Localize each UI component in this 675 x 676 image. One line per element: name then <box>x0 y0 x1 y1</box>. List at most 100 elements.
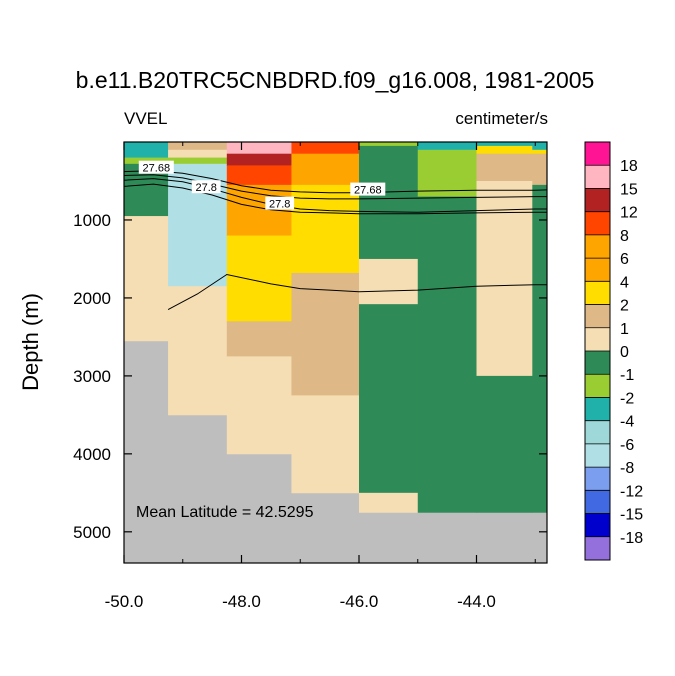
heatmap-cell <box>476 142 533 147</box>
heatmap-cell <box>168 142 228 151</box>
colorbar-swatch <box>585 513 610 538</box>
heatmap-cell <box>291 184 360 274</box>
contour-labels: 27.68 27.8 27.8 27.68 <box>138 160 386 211</box>
heatmap-cell <box>417 196 477 513</box>
x-tick-label: -44.0 <box>457 592 496 611</box>
heatmap-cell <box>291 142 360 155</box>
colorbar-label: 6 <box>620 251 629 268</box>
colorbar-swatch <box>585 374 610 398</box>
colorbar-swatch <box>585 351 610 375</box>
colorbar-label: 18 <box>620 158 638 175</box>
colorbar-label: -1 <box>620 367 634 384</box>
heatmap-cell <box>124 142 169 158</box>
heatmap-cell <box>476 375 533 513</box>
colorbar-label: -2 <box>620 390 634 407</box>
heatmap-cell <box>359 492 419 513</box>
x-axis: -50.0 -48.0 -46.0 -44.0 <box>105 142 536 611</box>
y-tick-label: 5000 <box>73 523 111 542</box>
heatmap-cell <box>226 142 292 155</box>
heatmap-cell <box>476 180 533 377</box>
contour-label: 27.68 <box>354 185 382 197</box>
heatmap-cell <box>291 272 360 396</box>
y-tick-label: 1000 <box>73 211 111 230</box>
heatmap-cells <box>124 142 548 513</box>
colorbar-label: 0 <box>620 344 629 361</box>
contour-label-box <box>191 180 221 194</box>
heatmap-cell <box>532 184 548 513</box>
heatmap-cell <box>124 216 169 342</box>
colorbar-swatch <box>585 304 610 329</box>
heatmap-cell <box>359 145 419 260</box>
heatmap-cell <box>359 142 419 147</box>
contour-label: 27.8 <box>269 199 290 211</box>
colorbar-swatch <box>585 490 610 514</box>
colorbar: 18 15 12 8 6 4 2 1 0 -1 -2 -4 -6 -8 -12 -15 -18 <box>584 141 643 561</box>
colorbar-swatch <box>585 281 610 305</box>
x-tick-label: -48.0 <box>222 592 261 611</box>
heatmap-cell <box>476 145 533 155</box>
units-label: centimeter/s <box>455 109 548 128</box>
colorbar-label: -12 <box>620 483 643 500</box>
contour-label: 27.68 <box>143 163 171 175</box>
colorbar-label: 8 <box>620 228 629 245</box>
heatmap-cell <box>359 258 419 305</box>
colorbar-swatch <box>585 211 610 236</box>
y-axis: 1000 2000 3000 4000 5000 <box>73 211 547 542</box>
colorbar-label: -15 <box>620 507 643 524</box>
colorbar-swatch <box>585 142 610 166</box>
y-tick-label: 3000 <box>73 367 111 386</box>
colorbar-swatch <box>585 258 610 282</box>
colorbar-label: -6 <box>620 437 634 454</box>
y-axis-label: Depth (m) <box>18 293 43 391</box>
heatmap-cell <box>532 153 548 186</box>
contour-line <box>123 170 548 194</box>
heatmap-cell <box>226 321 292 357</box>
colorbar-label: -18 <box>620 530 643 547</box>
heatmap-cell <box>226 153 292 166</box>
heatmap-cell <box>226 235 292 322</box>
contour-label-box <box>265 196 295 210</box>
heatmap-cell <box>168 157 228 165</box>
y-tick-label: 2000 <box>73 289 111 308</box>
contour-line <box>123 178 547 213</box>
heatmap-cell <box>532 142 548 151</box>
heatmap-cell <box>476 153 533 182</box>
heatmap-cell <box>532 149 548 155</box>
colorbar-label: 12 <box>620 205 638 222</box>
contour-line <box>123 174 547 200</box>
colorbar-swatch <box>585 536 610 561</box>
colorbar-label: 15 <box>620 181 638 198</box>
contour-label-box <box>138 160 174 174</box>
colorbar-label: 1 <box>620 321 629 338</box>
variable-label: VVEL <box>124 109 167 128</box>
x-tick-label: -46.0 <box>340 592 379 611</box>
mean-latitude-annotation: Mean Latitude = 42.5295 <box>136 504 314 521</box>
colorbar-swatch <box>585 467 610 491</box>
x-tick-label: -50.0 <box>105 592 144 611</box>
heatmap-cell <box>226 165 292 186</box>
contour-line <box>167 273 547 311</box>
heatmap-cell <box>226 356 292 455</box>
colorbar-swatch <box>585 443 610 468</box>
heatmap-cell <box>168 286 228 416</box>
colorbar-label: 4 <box>620 274 629 291</box>
heatmap-cell <box>291 153 360 186</box>
chart-title: b.e11.B20TRC5CNBDRD.f09_g16.008, 1981-20… <box>76 67 595 93</box>
contour-lines <box>123 170 548 311</box>
heatmap-cell <box>359 304 419 494</box>
heatmap-cell <box>124 180 169 217</box>
colorbar-swatch <box>585 234 610 259</box>
heatmap-cell <box>168 149 228 158</box>
contour-line <box>123 183 547 215</box>
colorbar-swatch <box>585 420 610 445</box>
plot-frame <box>123 141 548 564</box>
colorbar-label: -4 <box>620 414 634 431</box>
heatmap-cell <box>417 142 477 151</box>
heatmap-cell <box>291 395 360 494</box>
y-tick-label: 4000 <box>73 445 111 464</box>
colorbar-label: 2 <box>620 298 629 315</box>
contour-label-box <box>350 182 386 196</box>
colorbar-label: -8 <box>620 460 634 477</box>
colorbar-swatch <box>585 327 610 352</box>
